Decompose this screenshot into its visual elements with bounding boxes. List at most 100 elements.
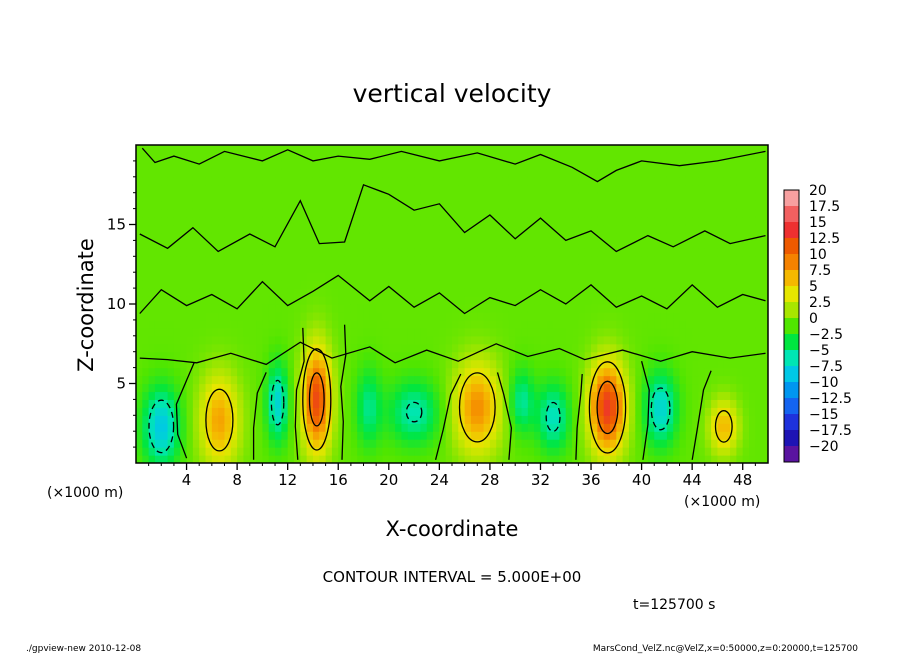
heatmap-cell: [452, 216, 459, 226]
heatmap-cell: [376, 248, 384, 257]
heatmap-cell: [616, 455, 624, 463]
heatmap-cell: [704, 168, 712, 178]
heatmap-cell: [148, 343, 156, 353]
heatmap-cell: [275, 391, 282, 400]
heatmap-cell: [641, 176, 649, 186]
heatmap-cell: [281, 447, 289, 456]
heatmap-cell: [445, 327, 453, 337]
heatmap-cell: [167, 304, 175, 313]
heatmap-cell: [692, 351, 700, 361]
heatmap-cell: [635, 304, 643, 313]
heatmap-cell: [559, 296, 567, 305]
heatmap-cell: [136, 439, 143, 448]
heatmap-cell: [294, 375, 301, 385]
heatmap-cell: [142, 192, 150, 202]
heatmap-cell: [452, 343, 459, 353]
heatmap-cell: [508, 335, 516, 345]
heatmap-cell: [211, 176, 219, 186]
heatmap-cell: [205, 192, 213, 202]
heatmap-cell: [136, 415, 143, 424]
heatmap-cell: [673, 264, 681, 273]
heatmap-cell: [723, 327, 731, 337]
heatmap-cell: [344, 160, 352, 170]
heatmap-cell: [559, 415, 567, 424]
heatmap-cell: [325, 264, 333, 273]
heatmap-cell: [407, 359, 415, 369]
heatmap-cell: [142, 455, 150, 463]
zero-contour: [434, 373, 462, 460]
heatmap-cell: [578, 248, 586, 257]
heatmap-cell: [502, 145, 510, 154]
heatmap-cell: [502, 375, 510, 385]
heatmap-cell: [603, 423, 611, 432]
heatmap-cell: [736, 145, 744, 154]
heatmap-cell: [287, 383, 295, 393]
heatmap-cell: [161, 216, 169, 226]
heatmap-cell: [610, 407, 617, 416]
heatmap-cell: [477, 311, 485, 321]
heatmap-cell: [679, 447, 687, 456]
heatmap-cell: [685, 145, 693, 154]
heatmap-cell: [565, 184, 573, 194]
heatmap-cell: [148, 272, 156, 281]
heatmap-cell: [641, 208, 649, 218]
heatmap-cell: [477, 319, 485, 329]
heatmap-cell: [736, 423, 744, 432]
heatmap-cell: [679, 439, 687, 448]
heatmap-cell: [730, 423, 737, 432]
heatmap-cell: [426, 168, 434, 178]
heatmap-cell: [287, 447, 295, 456]
heatmap-cell: [420, 415, 428, 424]
heatmap-cell: [755, 296, 763, 305]
heatmap-cell: [527, 208, 535, 218]
heatmap-cell: [192, 288, 200, 297]
heatmap-cell: [136, 168, 143, 178]
heatmap-cell: [136, 264, 143, 273]
heatmap-cell: [445, 383, 453, 393]
heatmap-cell: [692, 145, 700, 154]
heatmap-cell: [603, 431, 611, 440]
heatmap-cell: [458, 248, 466, 257]
heatmap-cell: [230, 200, 238, 210]
heatmap-cell: [673, 216, 681, 226]
heatmap-cell: [167, 192, 175, 202]
heatmap-cell: [730, 224, 737, 234]
heatmap-cell: [603, 184, 611, 194]
heatmap-cell: [635, 160, 643, 170]
heatmap-cell: [344, 304, 352, 313]
heatmap-cell: [641, 343, 649, 353]
heatmap-cell: [654, 335, 662, 345]
heatmap-cell: [420, 288, 428, 297]
heatmap-cell: [692, 439, 700, 448]
heatmap-cell: [262, 423, 270, 432]
heatmap-cell: [407, 415, 415, 424]
heatmap-cell: [205, 248, 213, 257]
zero-contour: [340, 324, 347, 460]
heatmap-cell: [692, 264, 700, 273]
heatmap-cell: [496, 168, 504, 178]
heatmap-cell: [452, 168, 459, 178]
heatmap-cell: [502, 232, 510, 241]
heatmap-cell: [597, 296, 605, 305]
heatmap-cell: [211, 288, 219, 297]
heatmap-cell: [711, 439, 719, 448]
heatmap-cell: [704, 335, 712, 345]
heatmap-cell: [243, 351, 251, 361]
heatmap-cell: [464, 311, 472, 321]
heatmap-cell: [698, 431, 706, 440]
heatmap-cell: [414, 280, 421, 289]
heatmap-cell: [610, 311, 617, 321]
heatmap-cell: [572, 192, 579, 202]
heatmap-cell: [180, 272, 188, 281]
heatmap-cell: [515, 168, 523, 178]
heatmap-cell: [749, 296, 756, 305]
heatmap-cell: [660, 311, 668, 321]
heatmap-cell: [363, 168, 371, 178]
heatmap-cell: [622, 391, 630, 400]
heatmap-cell: [559, 272, 567, 281]
heatmap-cell: [660, 343, 668, 353]
heatmap-cell: [287, 232, 295, 241]
heatmap-cell: [666, 423, 674, 432]
heatmap-cell: [312, 256, 320, 265]
heatmap-cell: [565, 256, 573, 265]
